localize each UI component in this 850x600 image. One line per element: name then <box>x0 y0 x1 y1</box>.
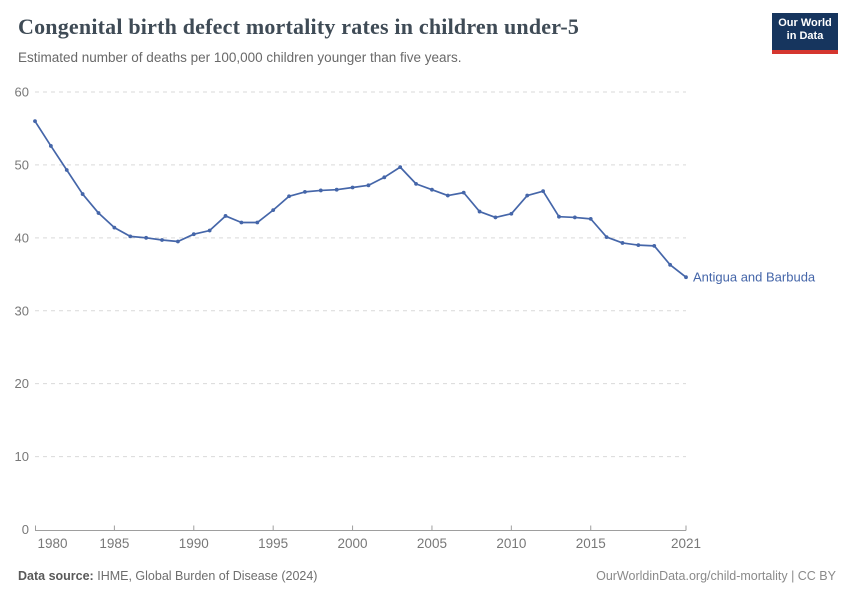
data-point[interactable] <box>493 215 498 220</box>
data-point[interactable] <box>271 208 276 213</box>
x-tick-label: 2010 <box>496 536 526 551</box>
y-tick-label: 30 <box>15 303 29 318</box>
y-tick-label: 0 <box>22 522 29 537</box>
chart-title: Congenital birth defect mortality rates … <box>18 14 580 39</box>
owid-logo[interactable]: Our World in Data <box>772 13 838 54</box>
data-point[interactable] <box>572 215 577 220</box>
data-point[interactable] <box>557 214 561 219</box>
data-point[interactable] <box>207 228 212 233</box>
y-tick-label: 50 <box>15 157 29 172</box>
data-source-label: Data source: <box>18 569 94 583</box>
data-source-text: IHME, Global Burden of Disease (2024) <box>97 569 318 583</box>
data-point[interactable] <box>96 211 101 215</box>
x-tick-label: 2015 <box>576 536 606 551</box>
y-tick-label: 40 <box>15 230 29 245</box>
series-line[interactable] <box>34 120 687 278</box>
data-point[interactable] <box>239 220 244 225</box>
data-point[interactable] <box>303 189 307 194</box>
data-point[interactable] <box>636 243 641 248</box>
x-tick-label: 2005 <box>417 536 447 551</box>
data-point[interactable] <box>144 235 149 240</box>
y-tick-label: 60 <box>15 85 29 100</box>
data-point[interactable] <box>160 238 164 242</box>
data-point[interactable] <box>461 190 466 195</box>
y-tick-label: 10 <box>15 449 29 464</box>
data-point[interactable] <box>318 188 323 193</box>
chart-subtitle: Estimated number of deaths per 100,000 c… <box>18 50 462 65</box>
x-tick-label: 2000 <box>338 536 368 551</box>
y-tick-label: 20 <box>15 376 29 391</box>
owid-logo-line2: in Data <box>786 30 824 42</box>
owid-link[interactable]: OurWorldinData.org/child-mortality | CC … <box>596 569 836 583</box>
data-point[interactable] <box>541 189 545 194</box>
data-point[interactable] <box>223 214 228 218</box>
data-point[interactable] <box>509 211 514 216</box>
data-point[interactable] <box>398 165 403 170</box>
data-point[interactable] <box>445 193 450 198</box>
data-point[interactable] <box>176 239 180 244</box>
data-point[interactable] <box>668 262 673 267</box>
x-tick-label: 1980 <box>38 536 68 551</box>
data-point[interactable] <box>334 187 339 192</box>
data-point[interactable] <box>48 144 53 148</box>
data-point[interactable] <box>191 232 196 237</box>
data-point[interactable] <box>80 192 85 196</box>
data-source: Data source: IHME, Global Burden of Dise… <box>18 569 317 583</box>
data-point[interactable] <box>652 243 657 248</box>
data-point[interactable] <box>366 183 371 188</box>
data-point[interactable] <box>64 168 69 172</box>
data-point[interactable] <box>430 187 434 192</box>
x-tick-label: 1990 <box>179 536 209 551</box>
data-point[interactable] <box>525 193 530 198</box>
data-point[interactable] <box>112 225 117 230</box>
data-point[interactable] <box>477 209 482 214</box>
data-point[interactable] <box>620 241 625 245</box>
x-tick-label: 1985 <box>99 536 129 551</box>
data-point[interactable] <box>255 220 260 225</box>
data-point[interactable] <box>684 275 688 280</box>
series-entity-label[interactable]: Antigua and Barbuda <box>693 270 816 285</box>
data-point[interactable] <box>128 234 133 239</box>
data-point[interactable] <box>382 175 387 180</box>
x-tick-label: 2021 <box>671 536 701 551</box>
data-point[interactable] <box>350 185 355 190</box>
owid-logo-line1: Our World <box>778 17 832 29</box>
data-point[interactable] <box>33 119 37 124</box>
data-point[interactable] <box>287 194 291 199</box>
data-point[interactable] <box>588 216 593 221</box>
data-point[interactable] <box>604 235 609 240</box>
data-point[interactable] <box>414 181 418 186</box>
x-tick-label: 1995 <box>258 536 288 551</box>
